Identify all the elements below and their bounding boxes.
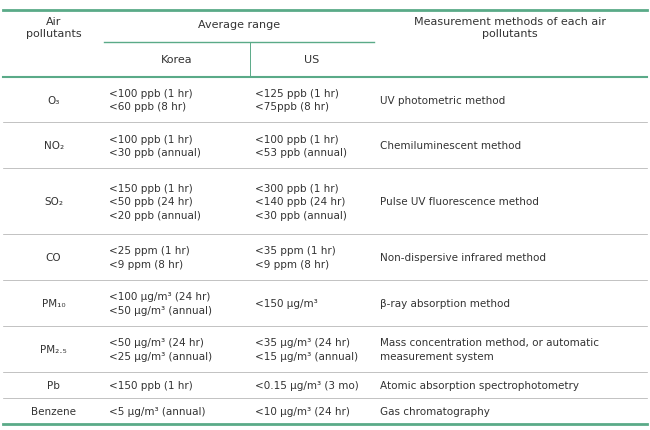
Text: <5 μg/m³ (annual): <5 μg/m³ (annual) — [109, 405, 205, 416]
Text: Atomic absorption spectrophotometry: Atomic absorption spectrophotometry — [380, 380, 579, 390]
Text: Korea: Korea — [161, 55, 193, 65]
Text: Pulse UV fluorescence method: Pulse UV fluorescence method — [380, 197, 539, 207]
Text: PM₁₀: PM₁₀ — [42, 298, 66, 308]
Text: <35 ppm (1 hr)
<9 ppm (8 hr): <35 ppm (1 hr) <9 ppm (8 hr) — [255, 246, 336, 269]
Text: Chemiluminescent method: Chemiluminescent method — [380, 141, 521, 151]
Text: <300 ppb (1 hr)
<140 ppb (24 hr)
<30 ppb (annual): <300 ppb (1 hr) <140 ppb (24 hr) <30 ppb… — [255, 183, 347, 220]
Text: β-ray absorption method: β-ray absorption method — [380, 298, 510, 308]
Text: <125 ppb (1 hr)
<75ppb (8 hr): <125 ppb (1 hr) <75ppb (8 hr) — [255, 89, 339, 112]
Text: <35 μg/m³ (24 hr)
<15 μg/m³ (annual): <35 μg/m³ (24 hr) <15 μg/m³ (annual) — [255, 337, 359, 361]
Text: Average range: Average range — [198, 20, 280, 30]
Text: Measurement methods of each air
pollutants: Measurement methods of each air pollutan… — [414, 17, 606, 39]
Text: <100 ppb (1 hr)
<30 ppb (annual): <100 ppb (1 hr) <30 ppb (annual) — [109, 134, 201, 158]
Text: <25 ppm (1 hr)
<9 ppm (8 hr): <25 ppm (1 hr) <9 ppm (8 hr) — [109, 246, 190, 269]
Text: Air
pollutants: Air pollutants — [26, 17, 81, 39]
Text: NO₂: NO₂ — [44, 141, 64, 151]
Text: O₃: O₃ — [47, 95, 60, 105]
Text: <100 μg/m³ (24 hr)
<50 μg/m³ (annual): <100 μg/m³ (24 hr) <50 μg/m³ (annual) — [109, 292, 212, 315]
Text: US: US — [304, 55, 320, 65]
Text: Benzene: Benzene — [31, 405, 76, 416]
Text: Gas chromatography: Gas chromatography — [380, 405, 490, 416]
Text: <150 ppb (1 hr): <150 ppb (1 hr) — [109, 380, 193, 390]
Text: PM₂.₅: PM₂.₅ — [40, 344, 67, 354]
Text: SO₂: SO₂ — [44, 197, 63, 207]
Text: <10 μg/m³ (24 hr): <10 μg/m³ (24 hr) — [255, 405, 350, 416]
Text: Pb: Pb — [47, 380, 60, 390]
Text: <100 ppb (1 hr)
<53 ppb (annual): <100 ppb (1 hr) <53 ppb (annual) — [255, 134, 348, 158]
Text: UV photometric method: UV photometric method — [380, 95, 506, 105]
Text: <50 μg/m³ (24 hr)
<25 μg/m³ (annual): <50 μg/m³ (24 hr) <25 μg/m³ (annual) — [109, 337, 213, 361]
Text: Non-dispersive infrared method: Non-dispersive infrared method — [380, 252, 546, 262]
Text: <150 ppb (1 hr)
<50 ppb (24 hr)
<20 ppb (annual): <150 ppb (1 hr) <50 ppb (24 hr) <20 ppb … — [109, 183, 201, 220]
Text: <0.15 μg/m³ (3 mo): <0.15 μg/m³ (3 mo) — [255, 380, 359, 390]
Text: Mass concentration method, or automatic
measurement system: Mass concentration method, or automatic … — [380, 337, 599, 361]
Text: CO: CO — [46, 252, 62, 262]
Text: <100 ppb (1 hr)
<60 ppb (8 hr): <100 ppb (1 hr) <60 ppb (8 hr) — [109, 89, 193, 112]
Text: <150 μg/m³: <150 μg/m³ — [255, 298, 318, 308]
